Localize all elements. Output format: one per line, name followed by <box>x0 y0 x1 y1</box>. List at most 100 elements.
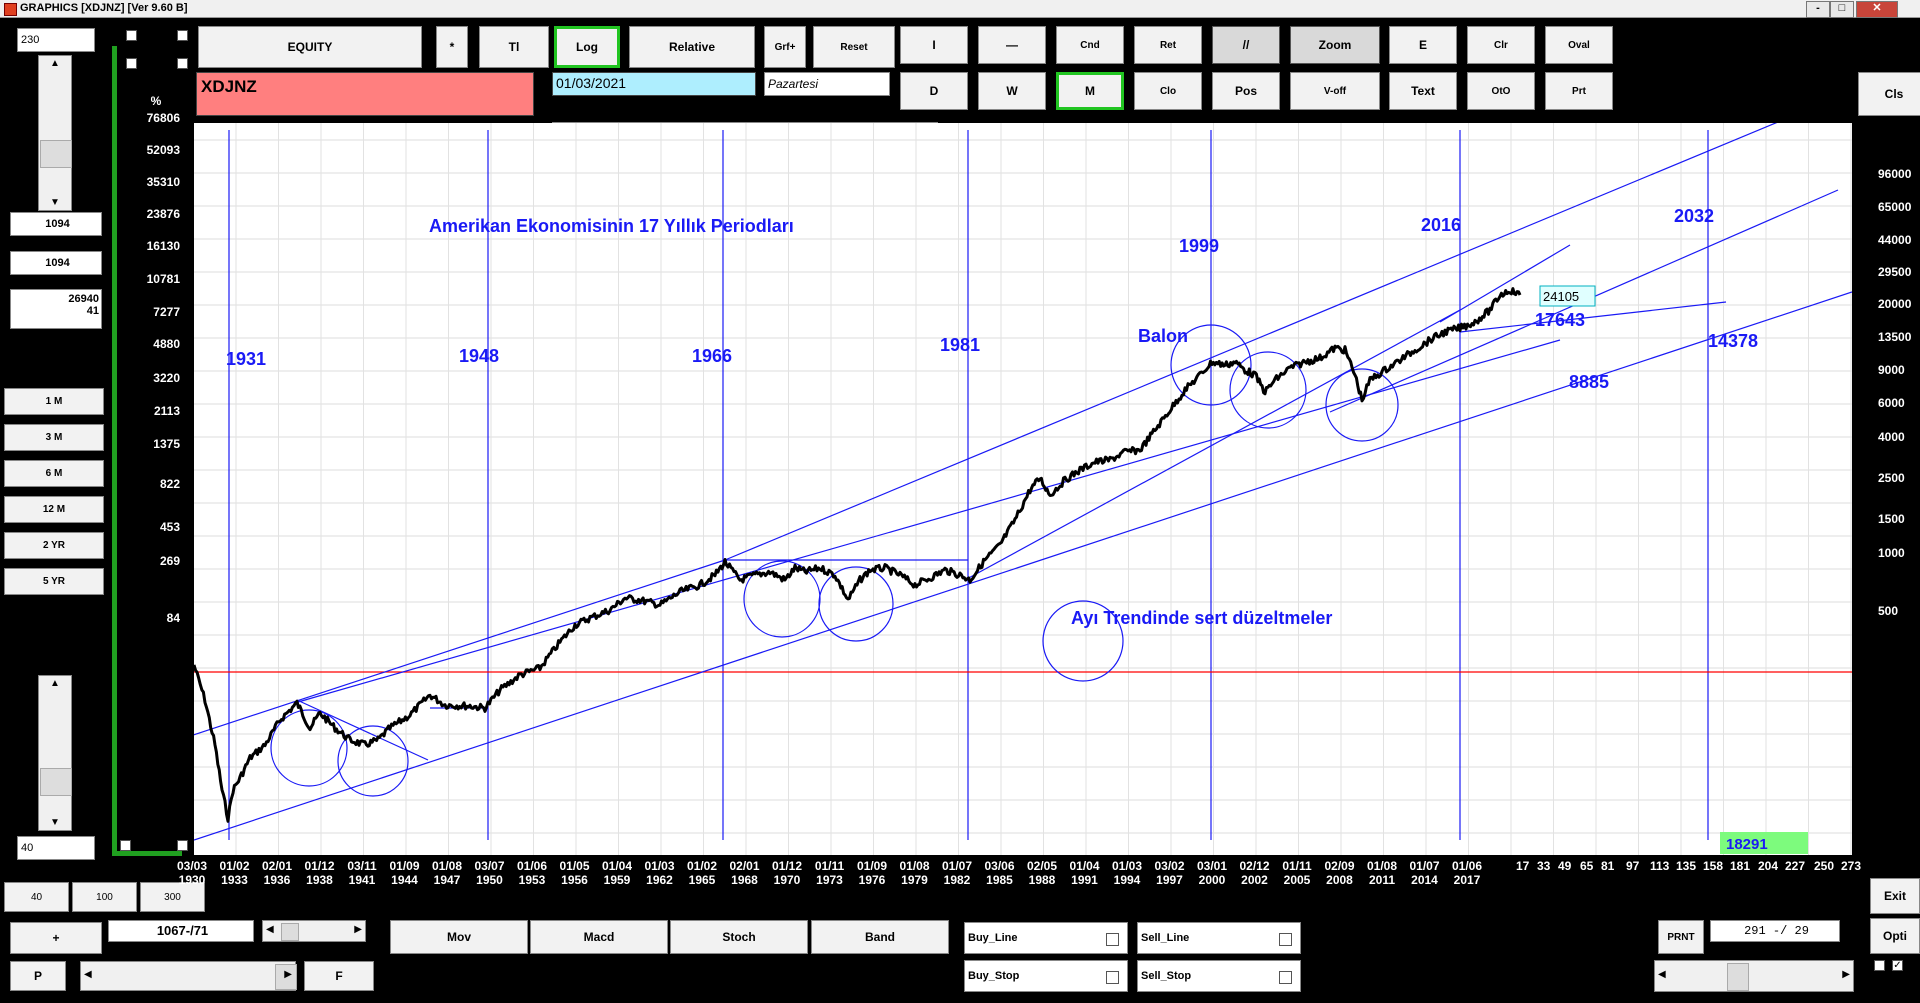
scroll-down-arrow[interactable]: ▼ <box>50 817 60 828</box>
scroll-left-arrow[interactable]: ◀ <box>84 969 92 980</box>
scroll-thumb[interactable] <box>40 140 72 168</box>
scroll-right-arrow[interactable]: ▶ <box>1842 969 1850 980</box>
frame-checkbox[interactable] <box>177 30 188 41</box>
buy-stop-option[interactable]: Buy_Stop <box>964 960 1128 992</box>
cls-button[interactable]: Cls <box>1858 72 1920 116</box>
tool-oval-button[interactable]: Oval <box>1545 26 1613 64</box>
frame-checkbox[interactable] <box>126 58 137 69</box>
maximize-button[interactable]: □ <box>1830 1 1854 18</box>
exit-button[interactable]: Exit <box>1870 878 1920 914</box>
tool-m-button[interactable]: M <box>1056 72 1124 110</box>
relative-button[interactable]: Relative <box>629 26 755 68</box>
frame-checkbox[interactable] <box>126 30 137 41</box>
period-1m-button[interactable]: 1 M <box>4 388 104 415</box>
scroll-right-arrow[interactable]: ▶ <box>284 969 292 980</box>
prnt-button[interactable]: PRNT <box>1658 920 1704 954</box>
sell-line-option[interactable]: Sell_Line <box>1137 922 1301 954</box>
scroll-left-arrow[interactable]: ◀ <box>266 924 274 935</box>
tool-line-button[interactable]: — <box>978 26 1046 64</box>
period-3m-button[interactable]: 3 M <box>4 424 104 451</box>
star-button[interactable]: * <box>436 26 468 68</box>
p-button[interactable]: P <box>10 961 66 991</box>
top-value-field[interactable]: 230 <box>17 28 95 52</box>
tool-oto-button[interactable]: OtO <box>1467 72 1535 110</box>
frame-checkbox[interactable] <box>177 58 188 69</box>
circles <box>270 324 1399 797</box>
circle-1970 <box>743 560 821 638</box>
sell-stop-checkbox[interactable] <box>1279 971 1292 984</box>
tool-clo-button[interactable]: Clo <box>1134 72 1202 110</box>
buy-stop-checkbox[interactable] <box>1106 971 1119 984</box>
bottom-horizontal-scrollbar[interactable]: ◀ ▶ <box>80 961 297 991</box>
bottom-button-100[interactable]: 100 <box>72 882 137 912</box>
option-checkbox[interactable] <box>1874 960 1885 971</box>
x-axis-tick: 01/07 1982 <box>941 859 973 887</box>
f-button[interactable]: F <box>304 961 374 991</box>
x-axis-tick: 01/08 1947 <box>431 859 463 887</box>
tool-w-button[interactable]: W <box>978 72 1046 110</box>
tool-pos-button[interactable]: Pos <box>1212 72 1280 110</box>
date-field[interactable]: 01/03/2021 <box>552 72 756 96</box>
tool-e-button[interactable]: E <box>1389 26 1457 64</box>
tool-voff-button[interactable]: V-off <box>1290 72 1380 110</box>
bottom-value-field[interactable]: 40 <box>17 836 95 860</box>
sell-line-checkbox[interactable] <box>1279 933 1292 946</box>
stoch-button[interactable]: Stoch <box>670 920 808 954</box>
trend-mid-support <box>297 339 1561 703</box>
mov-button[interactable]: Mov <box>390 920 528 954</box>
period-12m-button[interactable]: 12 M <box>4 496 104 523</box>
tl-button[interactable]: Tl <box>479 26 549 68</box>
bottom-vertical-scrollbar[interactable]: ▲ ▼ <box>38 675 72 831</box>
reset-button[interactable]: Reset <box>813 26 895 68</box>
buy-line-option[interactable]: Buy_Line <box>964 922 1128 954</box>
tool-ret-button[interactable]: Ret <box>1134 26 1202 64</box>
opti-button[interactable]: Opti <box>1870 918 1920 954</box>
buy-line-checkbox[interactable] <box>1106 933 1119 946</box>
left-axis-tick: 16130 <box>146 239 180 253</box>
scroll-right-arrow[interactable]: ▶ <box>354 924 362 935</box>
tool-i-button[interactable]: I <box>900 26 968 64</box>
equity-button[interactable]: EQUITY <box>198 26 422 68</box>
trend-top-channel <box>1439 244 1571 323</box>
macd-button[interactable]: Macd <box>530 920 668 954</box>
scroll-thumb[interactable] <box>281 923 299 941</box>
scroll-down-arrow[interactable]: ▼ <box>50 197 60 208</box>
tool-cnd-button[interactable]: Cnd <box>1056 26 1124 64</box>
top-vertical-scrollbar[interactable]: ▲ ▼ <box>38 55 72 211</box>
band-button[interactable]: Band <box>811 920 949 954</box>
tool-text-button[interactable]: Text <box>1389 72 1457 110</box>
left-axis-tick: 76806 <box>146 111 180 125</box>
scroll-thumb[interactable] <box>40 768 72 796</box>
period-2yr-button[interactable]: 2 YR <box>4 532 104 559</box>
tool-prt-button[interactable]: Prt <box>1545 72 1613 110</box>
close-button[interactable]: ✕ <box>1856 1 1898 18</box>
x-axis-future-tick: 33 <box>1537 859 1551 873</box>
period-6m-button[interactable]: 6 M <box>4 460 104 487</box>
price-chart[interactable]: 24105 18291 <box>194 123 1852 855</box>
tool-parallel-button[interactable]: // <box>1212 26 1280 64</box>
period-5yr-button[interactable]: 5 YR <box>4 568 104 595</box>
future-value-box <box>1720 832 1808 854</box>
bottom-button-300[interactable]: 300 <box>140 882 205 912</box>
scroll-up-arrow[interactable]: ▲ <box>50 678 60 689</box>
plus-button[interactable]: + <box>10 922 102 954</box>
log-button[interactable]: Log <box>554 26 620 68</box>
left-axis-tick: 10781 <box>146 272 180 286</box>
top-horizontal-scrollbar[interactable]: ◀ ▶ <box>262 920 366 942</box>
option-checkbox-checked[interactable]: ✓ <box>1892 960 1903 971</box>
bottom-button-40[interactable]: 40 <box>4 882 69 912</box>
tool-zoom-button[interactable]: Zoom <box>1290 26 1380 64</box>
scroll-thumb[interactable] <box>275 964 297 990</box>
sell-stop-option[interactable]: Sell_Stop <box>1137 960 1301 992</box>
tool-d-button[interactable]: D <box>900 72 968 110</box>
right-horizontal-scrollbar[interactable]: ◀ ▶ <box>1654 960 1854 992</box>
scroll-left-arrow[interactable]: ◀ <box>1658 969 1666 980</box>
scroll-thumb[interactable] <box>1727 963 1749 991</box>
minimize-button[interactable]: - <box>1806 1 1830 18</box>
frame-checkbox[interactable] <box>177 840 188 851</box>
scroll-up-arrow[interactable]: ▲ <box>50 58 60 69</box>
tool-clr-button[interactable]: Clr <box>1467 26 1535 64</box>
x-axis-future-tick: 81 <box>1601 859 1615 873</box>
grf-plus-button[interactable]: Grf+ <box>764 26 806 68</box>
frame-checkbox[interactable] <box>120 840 131 851</box>
